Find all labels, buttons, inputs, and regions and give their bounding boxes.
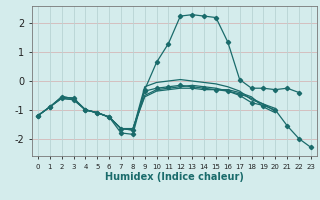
X-axis label: Humidex (Indice chaleur): Humidex (Indice chaleur)	[105, 172, 244, 182]
